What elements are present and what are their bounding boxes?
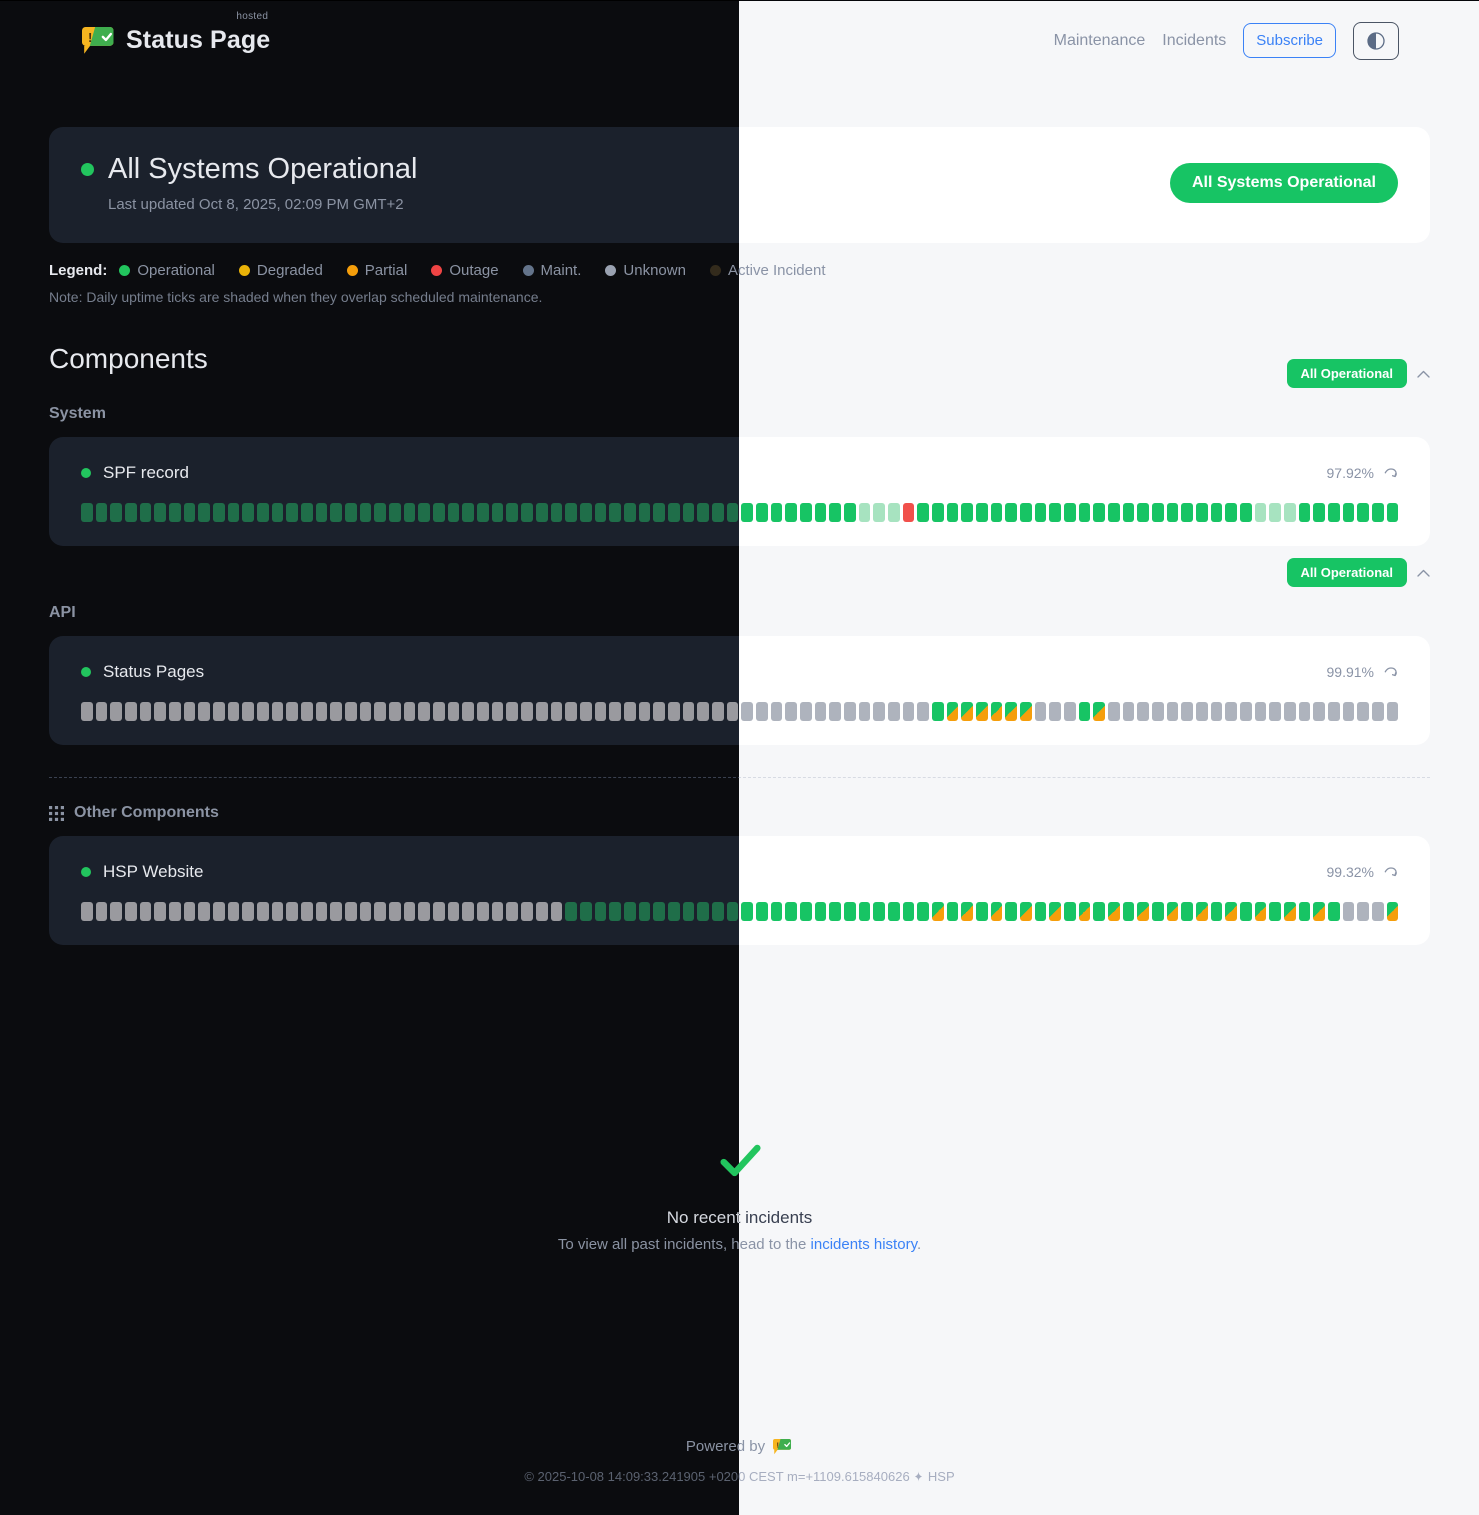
svg-text:!: !: [777, 1440, 780, 1449]
svg-text:!: !: [88, 30, 92, 45]
